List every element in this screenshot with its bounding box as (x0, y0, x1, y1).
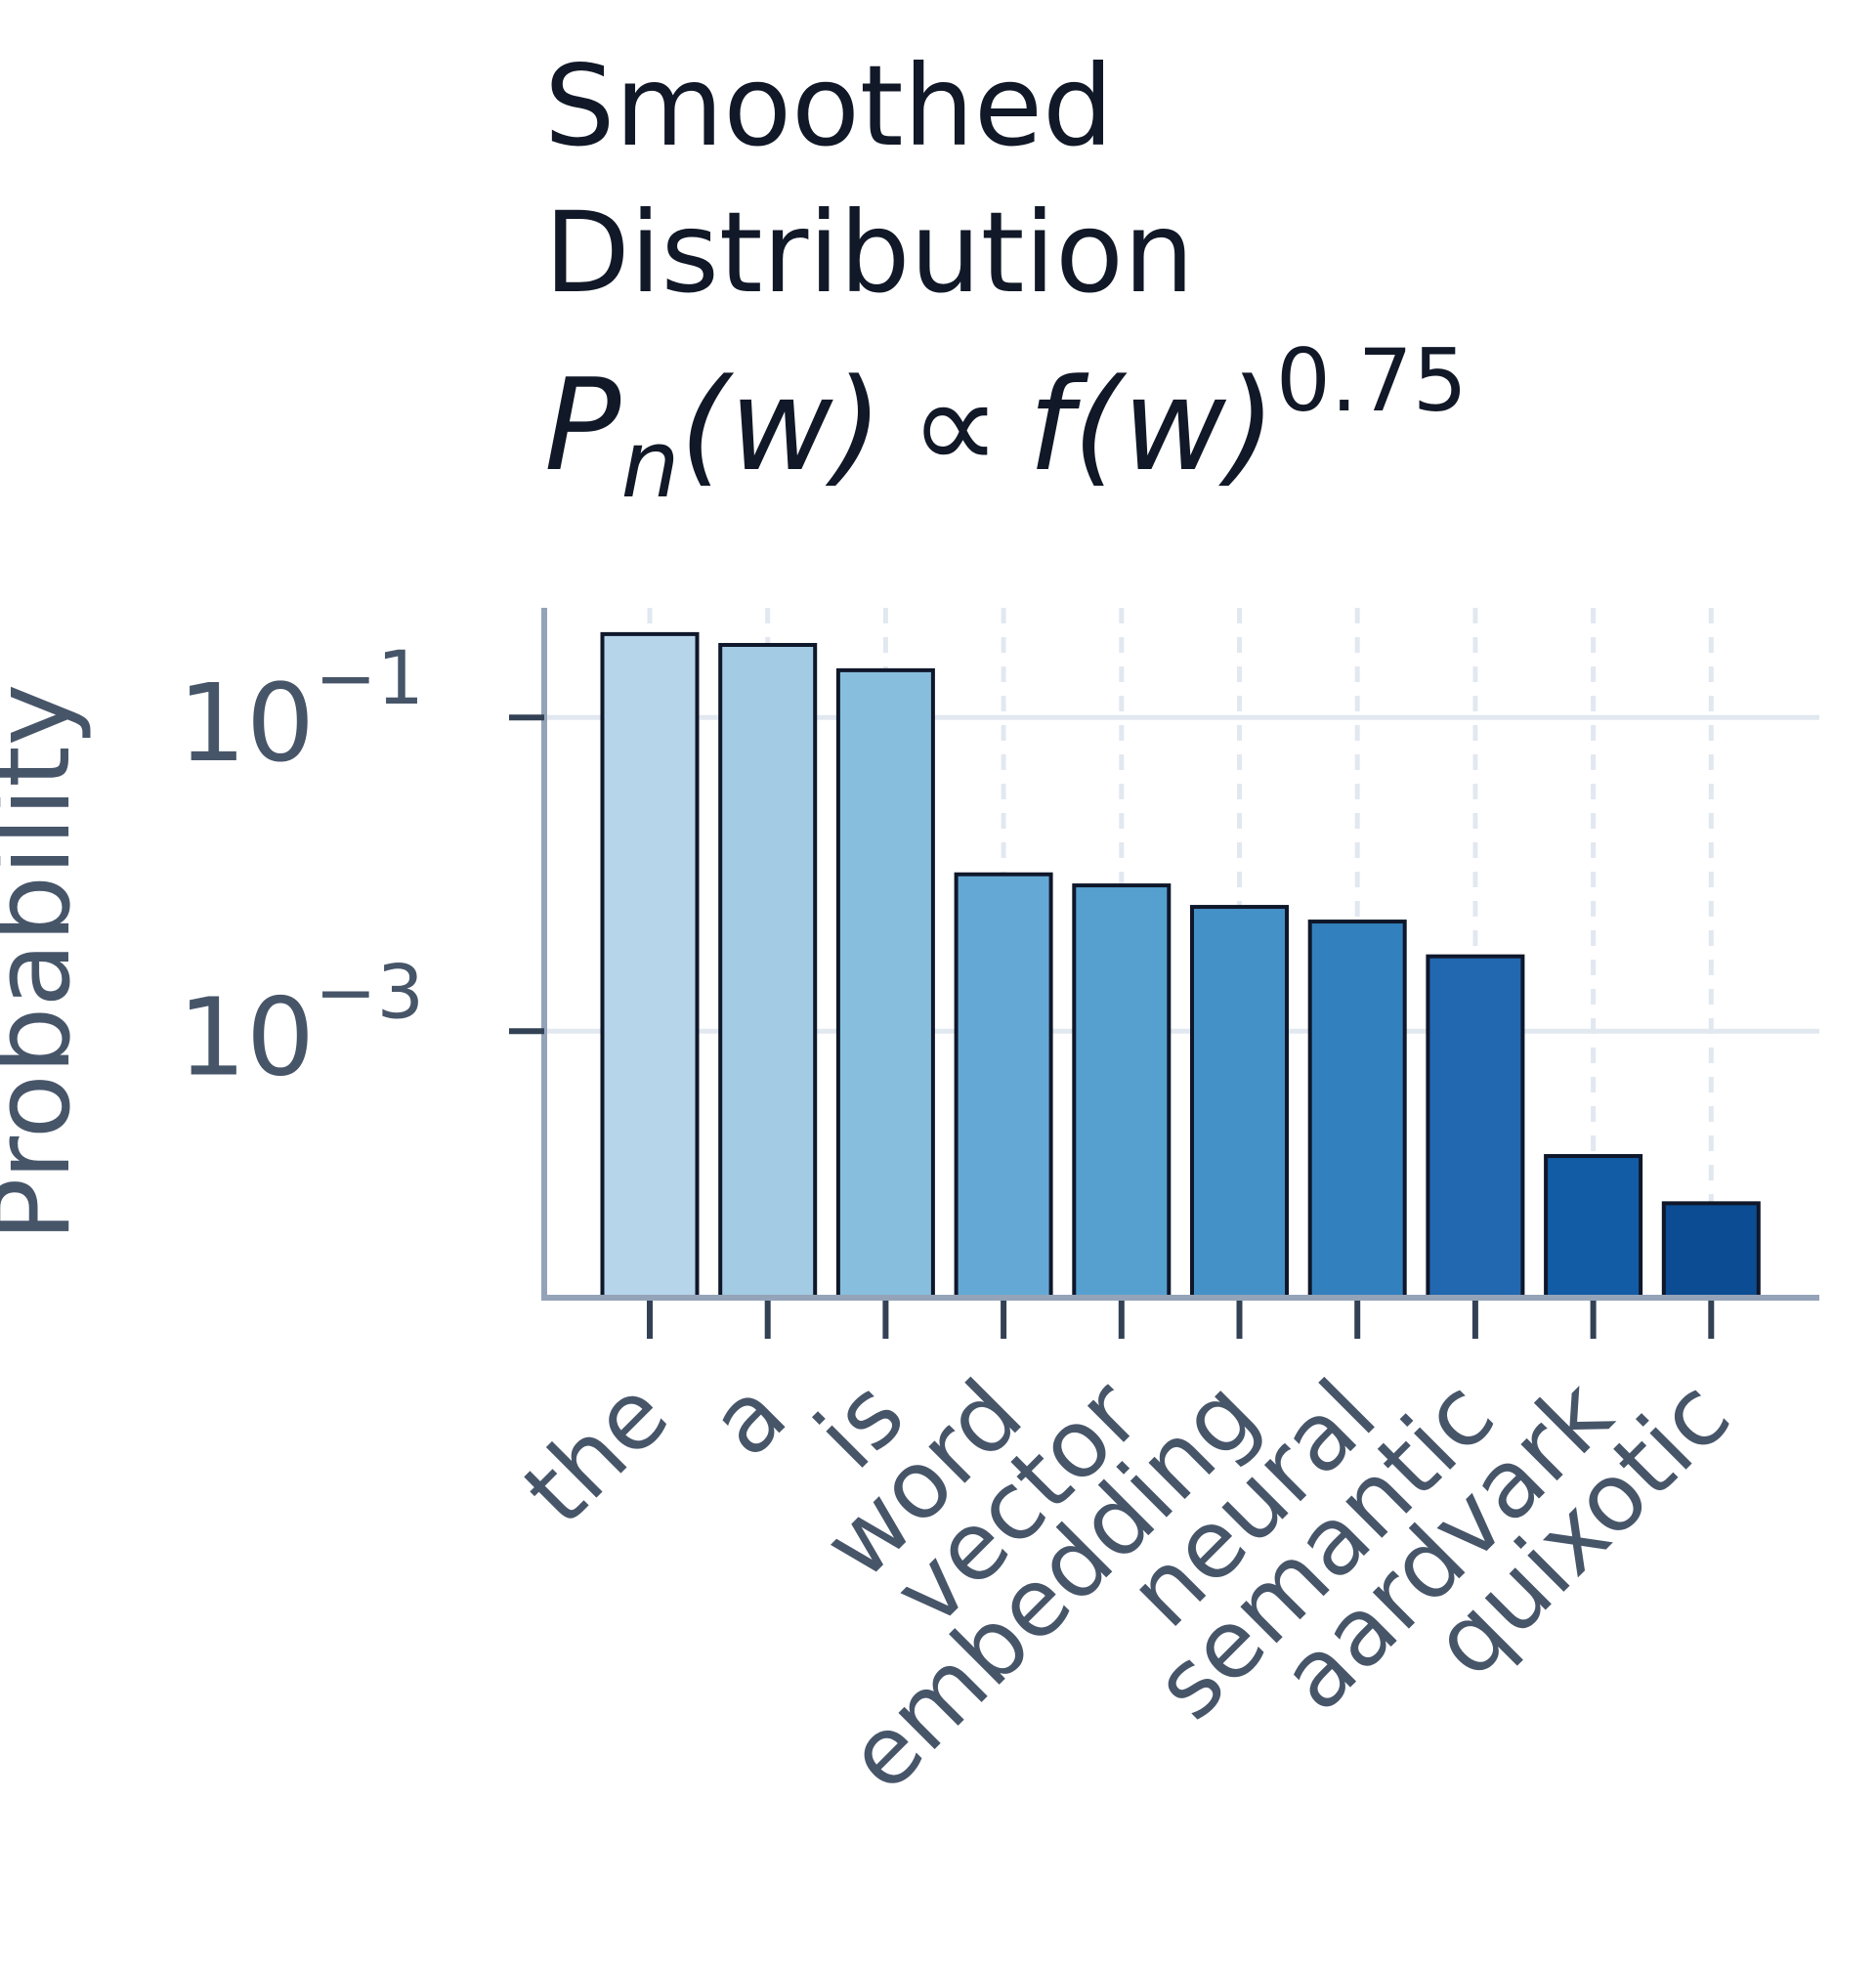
formula-exponent: 0.75 (1276, 330, 1468, 431)
x-tick-labels: the aiswordvectorembeddingneuralsemantica… (503, 1359, 1751, 1812)
x-tick-label: a (689, 1359, 807, 1478)
y-axis-title: Probability (0, 684, 94, 1242)
formula-subscript: n (620, 411, 679, 519)
bar-aardvark (1544, 1154, 1643, 1300)
y-tick-label: 10−3 (178, 948, 424, 1099)
formula-propto: ∝ (910, 351, 1001, 499)
axes (509, 608, 1819, 1339)
bar-a (718, 642, 818, 1300)
chart-title-line-1: Smoothed (544, 41, 1113, 171)
y-tick-labels: 10−1 10−3 (178, 634, 424, 1099)
y-tick-label: 10−1 (178, 634, 424, 786)
bars (600, 631, 1761, 1301)
bar-semantic (1426, 954, 1525, 1300)
bar-the (600, 631, 700, 1300)
bar-word (954, 872, 1053, 1301)
chart-formula: Pn(w) ∝ f(w)0.75 (544, 330, 1468, 519)
bar-neural (1307, 920, 1407, 1300)
chart-title-line-2: Distribution (544, 188, 1194, 318)
formula-p: P (544, 351, 621, 499)
bar-quixotic (1661, 1201, 1761, 1300)
formula-lhs-arg: (w) (680, 351, 883, 499)
formula-rhs-arg: (w) (1073, 351, 1276, 499)
bar-embedding (1190, 905, 1289, 1300)
bar-is (835, 667, 935, 1300)
bar-vector (1072, 883, 1172, 1300)
x-tick-label: the (503, 1359, 690, 1546)
